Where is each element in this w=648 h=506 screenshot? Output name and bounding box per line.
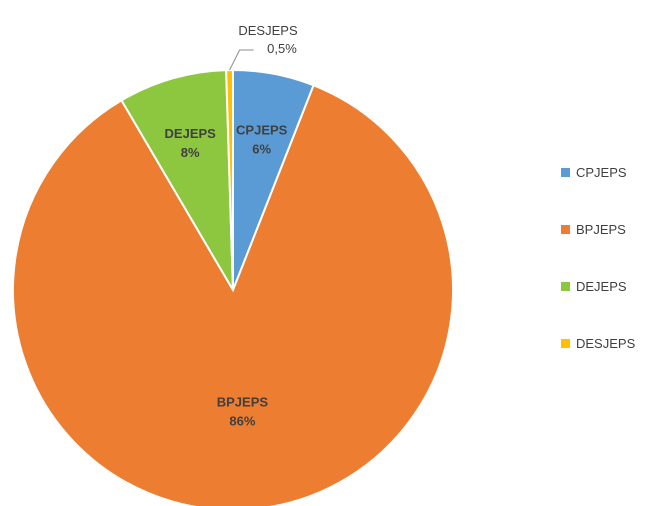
slice-label-name-dejeps: DEJEPS <box>165 126 217 141</box>
chart-legend: CPJEPS BPJEPS DEJEPS DESJEPS <box>561 165 636 351</box>
legend-swatch-cpjeps <box>561 168 570 177</box>
legend-label-bpjeps: BPJEPS <box>576 222 626 237</box>
pie-slice-labels: CPJEPS 6% BPJEPS 86% DEJEPS 8% DESJEPS 0,5% <box>165 23 298 429</box>
legend-label-cpjeps: CPJEPS <box>576 165 627 180</box>
slice-label-value-bpjeps: 86% <box>229 414 255 429</box>
slice-label-value-dejeps: 8% <box>181 145 200 160</box>
slice-label-name-bpjeps: BPJEPS <box>217 395 269 410</box>
legend-label-desjeps: DESJEPS <box>576 336 636 351</box>
leader-line-desjeps <box>229 49 254 71</box>
slice-label-name-desjeps: DESJEPS <box>238 23 298 38</box>
pie-slice-bpjeps <box>12 84 454 506</box>
pie-slice-dejeps <box>120 69 234 291</box>
pie-slices <box>12 68 454 506</box>
slice-label-name-cpjeps: CPJEPS <box>236 123 288 138</box>
legend-swatch-desjeps <box>561 339 570 348</box>
slice-label-value-cpjeps: 6% <box>252 142 271 157</box>
legend-label-dejeps: DEJEPS <box>576 279 627 294</box>
pie-slice-desjeps <box>225 68 234 291</box>
slice-label-value-desjeps: 0,5% <box>267 41 297 56</box>
legend-swatch-dejeps <box>561 282 570 291</box>
legend-swatch-bpjeps <box>561 225 570 234</box>
